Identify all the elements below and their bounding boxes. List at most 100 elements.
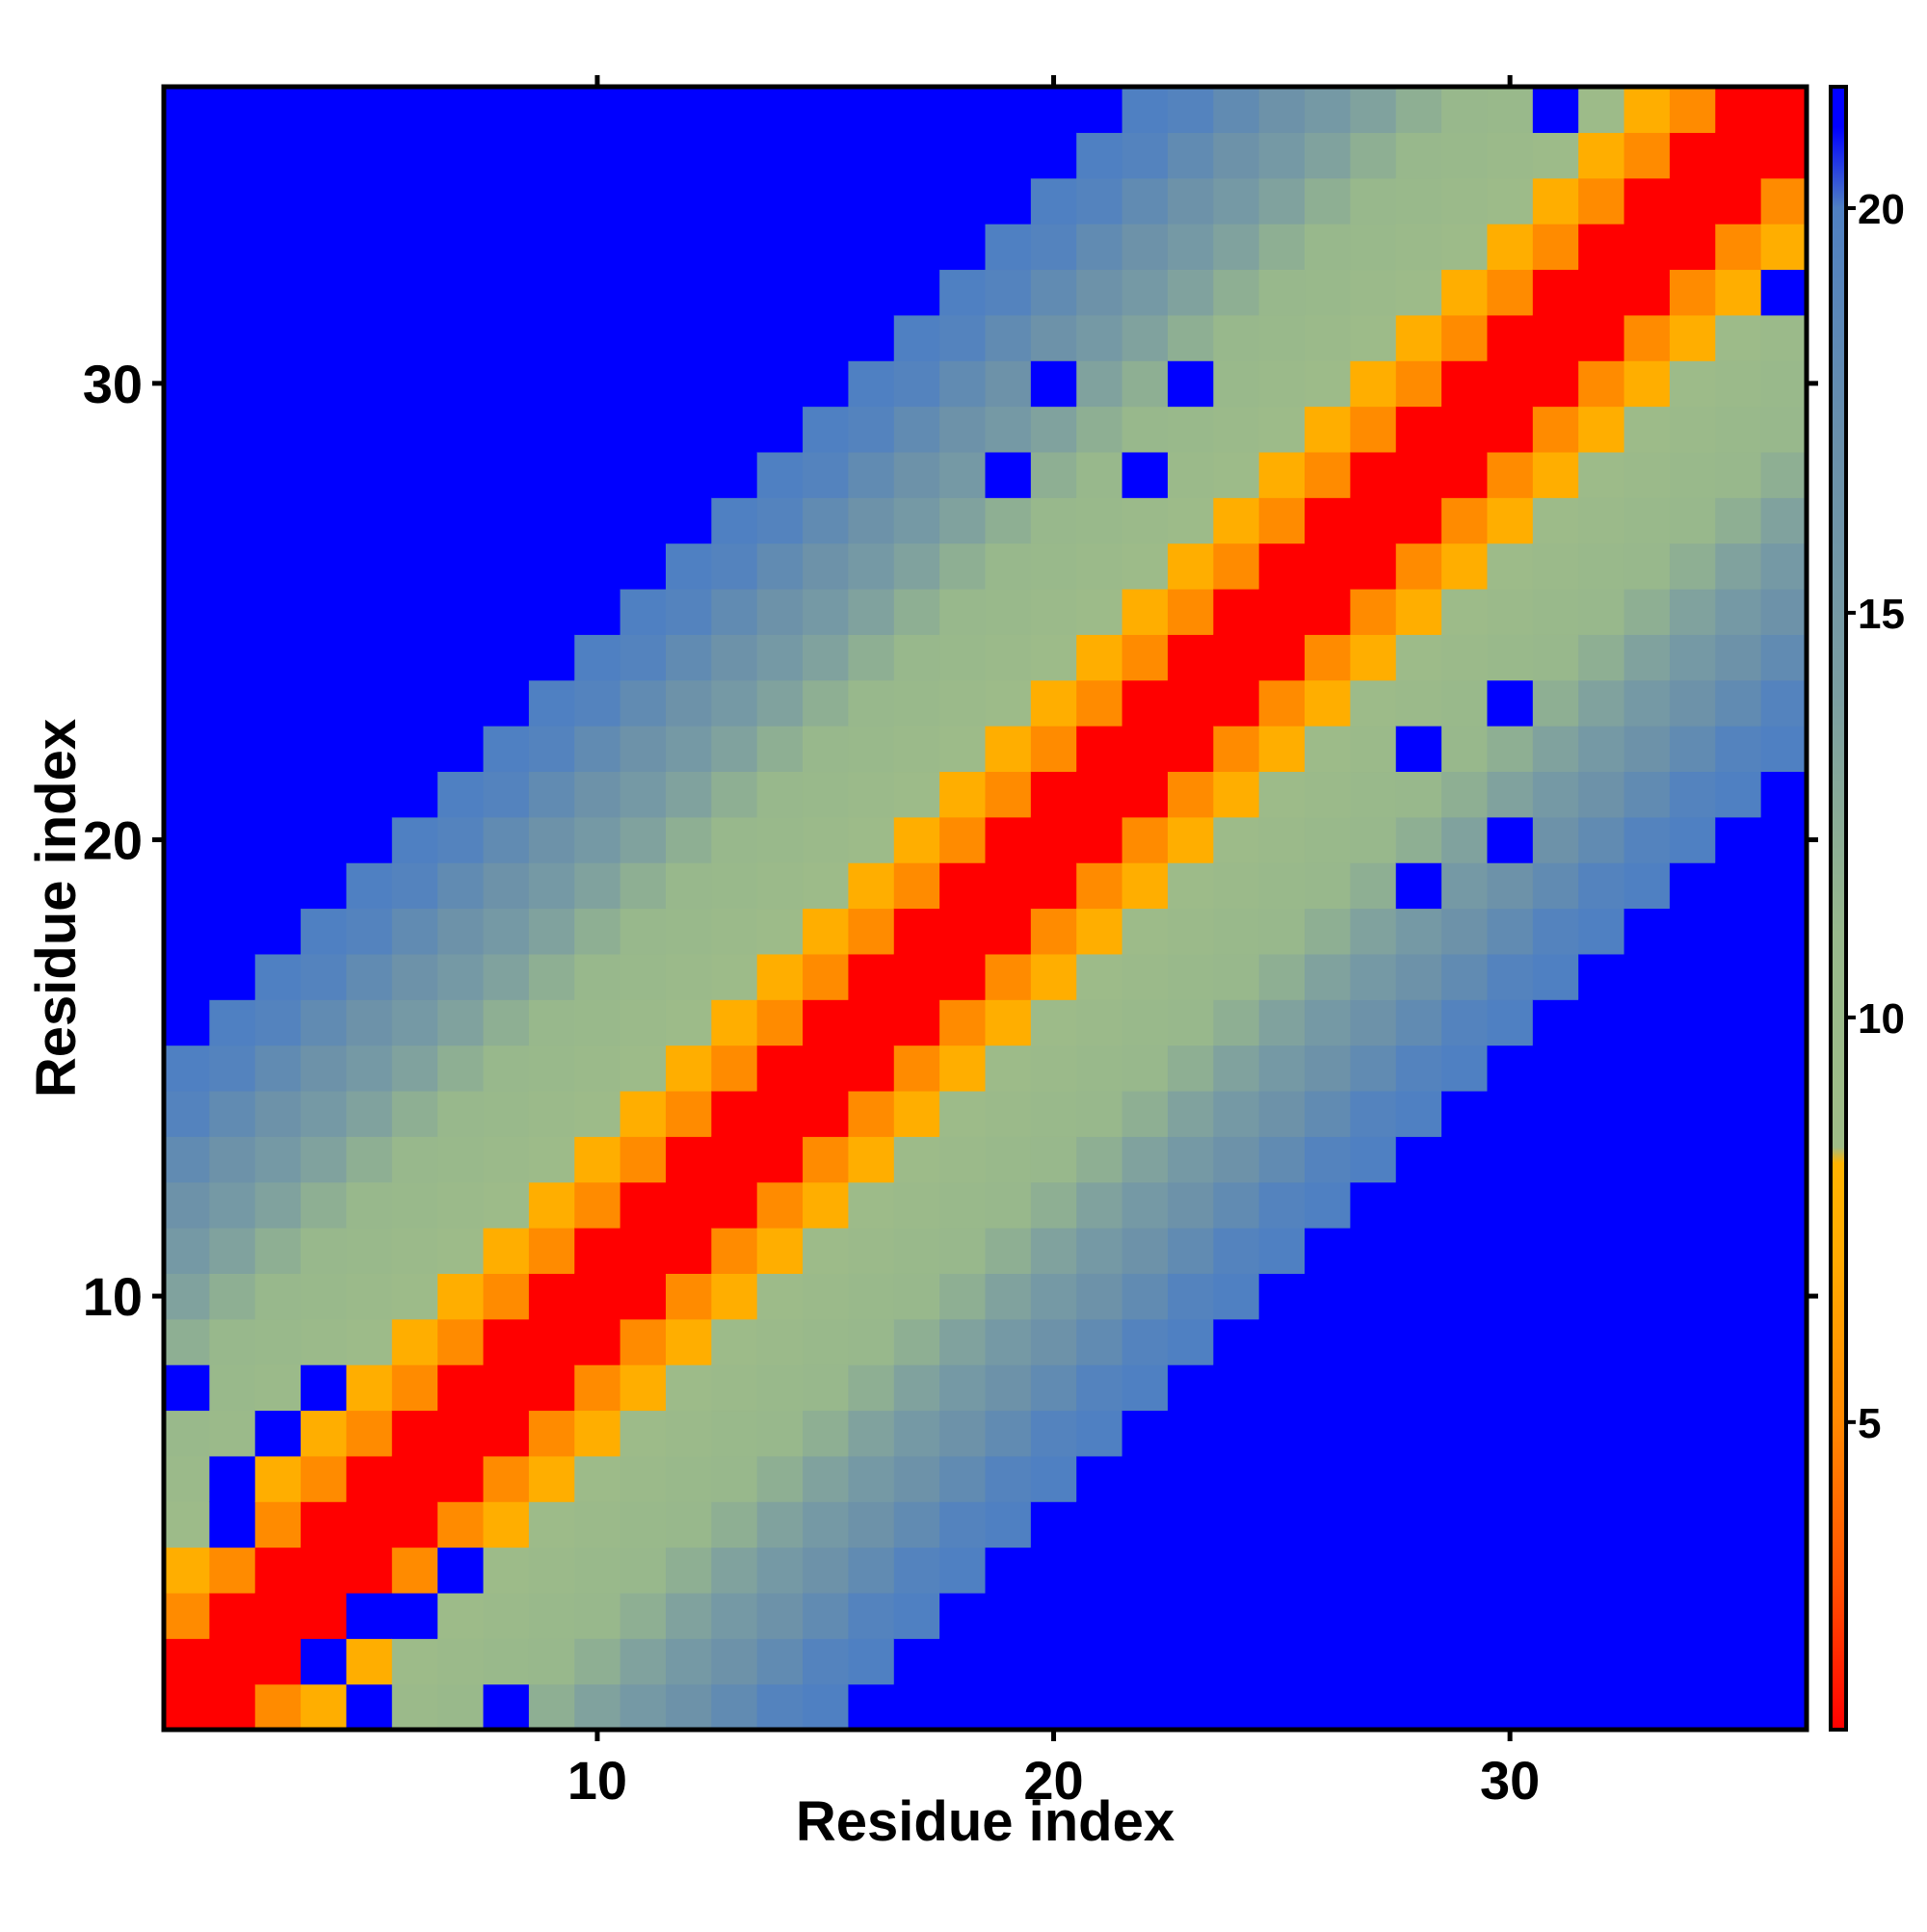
heatmap-cell — [346, 497, 393, 544]
heatmap-cell — [939, 1410, 987, 1457]
heatmap-cell — [620, 1136, 667, 1183]
heatmap-cell — [574, 1273, 621, 1320]
heatmap-cell — [1076, 406, 1123, 453]
heatmap-cell — [528, 177, 575, 225]
heatmap-cell — [254, 360, 302, 408]
heatmap-cell — [1122, 87, 1169, 133]
heatmap-cell — [620, 224, 667, 271]
heatmap-cell — [1213, 816, 1260, 863]
heatmap-cell — [1578, 314, 1625, 361]
heatmap-cell — [483, 679, 530, 727]
heatmap-cell — [164, 1410, 210, 1457]
heatmap-cell — [893, 679, 940, 727]
colorbar-tick-label: 5 — [1858, 1400, 1881, 1447]
heatmap-cell — [1030, 177, 1077, 225]
heatmap-cell — [528, 87, 575, 133]
heatmap-cell — [1122, 999, 1169, 1046]
heatmap-cell — [1167, 406, 1214, 453]
heatmap-cell — [1532, 1273, 1579, 1320]
heatmap-cell — [1395, 726, 1442, 773]
heatmap-cell — [1395, 451, 1442, 498]
heatmap-cell — [1350, 132, 1397, 179]
heatmap-cell — [1578, 908, 1625, 955]
heatmap-cell — [1258, 1364, 1306, 1412]
heatmap-cell — [437, 87, 485, 133]
heatmap-cell — [301, 679, 348, 727]
heatmap-cell — [437, 1364, 485, 1412]
heatmap-cell — [1578, 1547, 1625, 1594]
heatmap-cell — [1167, 999, 1214, 1046]
heatmap-cell — [301, 314, 348, 361]
heatmap-cell — [1441, 1318, 1489, 1365]
heatmap-cell — [209, 269, 256, 316]
heatmap-cell — [437, 1547, 485, 1594]
heatmap-cell — [1350, 862, 1397, 910]
heatmap-cell — [574, 87, 621, 133]
heatmap-cell — [1578, 360, 1625, 408]
heatmap-cell — [1167, 269, 1214, 316]
heatmap-cell — [528, 1410, 575, 1457]
heatmap-cell — [1122, 816, 1169, 863]
heatmap-cell — [1213, 132, 1260, 179]
heatmap-cell — [1122, 1638, 1169, 1685]
heatmap-cell — [209, 1547, 256, 1594]
heatmap-cell — [711, 1501, 758, 1548]
heatmap-cell — [1623, 406, 1671, 453]
heatmap-cell — [254, 1410, 302, 1457]
heatmap-cell — [803, 1318, 850, 1365]
heatmap-cell — [1350, 1455, 1397, 1502]
heatmap-cell — [1669, 1683, 1716, 1731]
heatmap-cell — [483, 1455, 530, 1502]
heatmap-cell — [574, 1181, 621, 1229]
heatmap-cell — [1715, 451, 1762, 498]
heatmap-cell — [574, 726, 621, 773]
heatmap-cell — [1623, 497, 1671, 544]
heatmap-cell — [1167, 132, 1214, 179]
heatmap-cell — [1305, 1045, 1351, 1092]
heatmap-cell — [391, 588, 438, 635]
heatmap-cell — [574, 269, 621, 316]
heatmap-cell — [620, 269, 667, 316]
heatmap-cell — [1258, 634, 1306, 681]
heatmap-cell — [893, 1638, 940, 1685]
heatmap-cell — [1487, 1318, 1534, 1365]
heatmap-cell — [1030, 1181, 1077, 1229]
heatmap-cell — [301, 497, 348, 544]
heatmap-cell — [1305, 679, 1351, 727]
heatmap-cell — [803, 816, 850, 863]
heatmap-cell — [1030, 1638, 1077, 1685]
heatmap-cell — [1167, 1273, 1214, 1320]
heatmap-cell — [301, 1273, 348, 1320]
heatmap-cell — [985, 999, 1032, 1046]
heatmap-cell — [939, 1273, 987, 1320]
heatmap-cell — [1532, 543, 1579, 590]
heatmap-cell — [1213, 360, 1260, 408]
heatmap-cell — [1258, 999, 1306, 1046]
heatmap-cell — [665, 360, 712, 408]
heatmap-cell — [939, 726, 987, 773]
heatmap-cell — [483, 999, 530, 1046]
heatmap-cell — [209, 1410, 256, 1457]
heatmap-cell — [1350, 1273, 1397, 1320]
heatmap-cell — [1213, 1410, 1260, 1457]
heatmap-cell — [1623, 224, 1671, 271]
heatmap-cell — [254, 1501, 302, 1548]
heatmap-cell — [1715, 1592, 1762, 1639]
heatmap-cell — [803, 1090, 850, 1137]
heatmap-cell — [391, 634, 438, 681]
heatmap-cell — [1213, 679, 1260, 727]
heatmap-cell — [1760, 908, 1808, 955]
heatmap-cell — [1441, 1638, 1489, 1685]
heatmap-cell — [209, 314, 256, 361]
heatmap-cells — [164, 87, 1808, 1731]
heatmap-cell — [803, 953, 850, 1000]
heatmap-cell — [301, 87, 348, 133]
heatmap-cell — [1578, 543, 1625, 590]
heatmap-cell — [1258, 360, 1306, 408]
heatmap-cell — [391, 269, 438, 316]
heatmap-cell — [893, 269, 940, 316]
heatmap-cell — [893, 406, 940, 453]
heatmap-cell — [1623, 1273, 1671, 1320]
heatmap-cell — [254, 406, 302, 453]
heatmap-cell — [1487, 1455, 1534, 1502]
